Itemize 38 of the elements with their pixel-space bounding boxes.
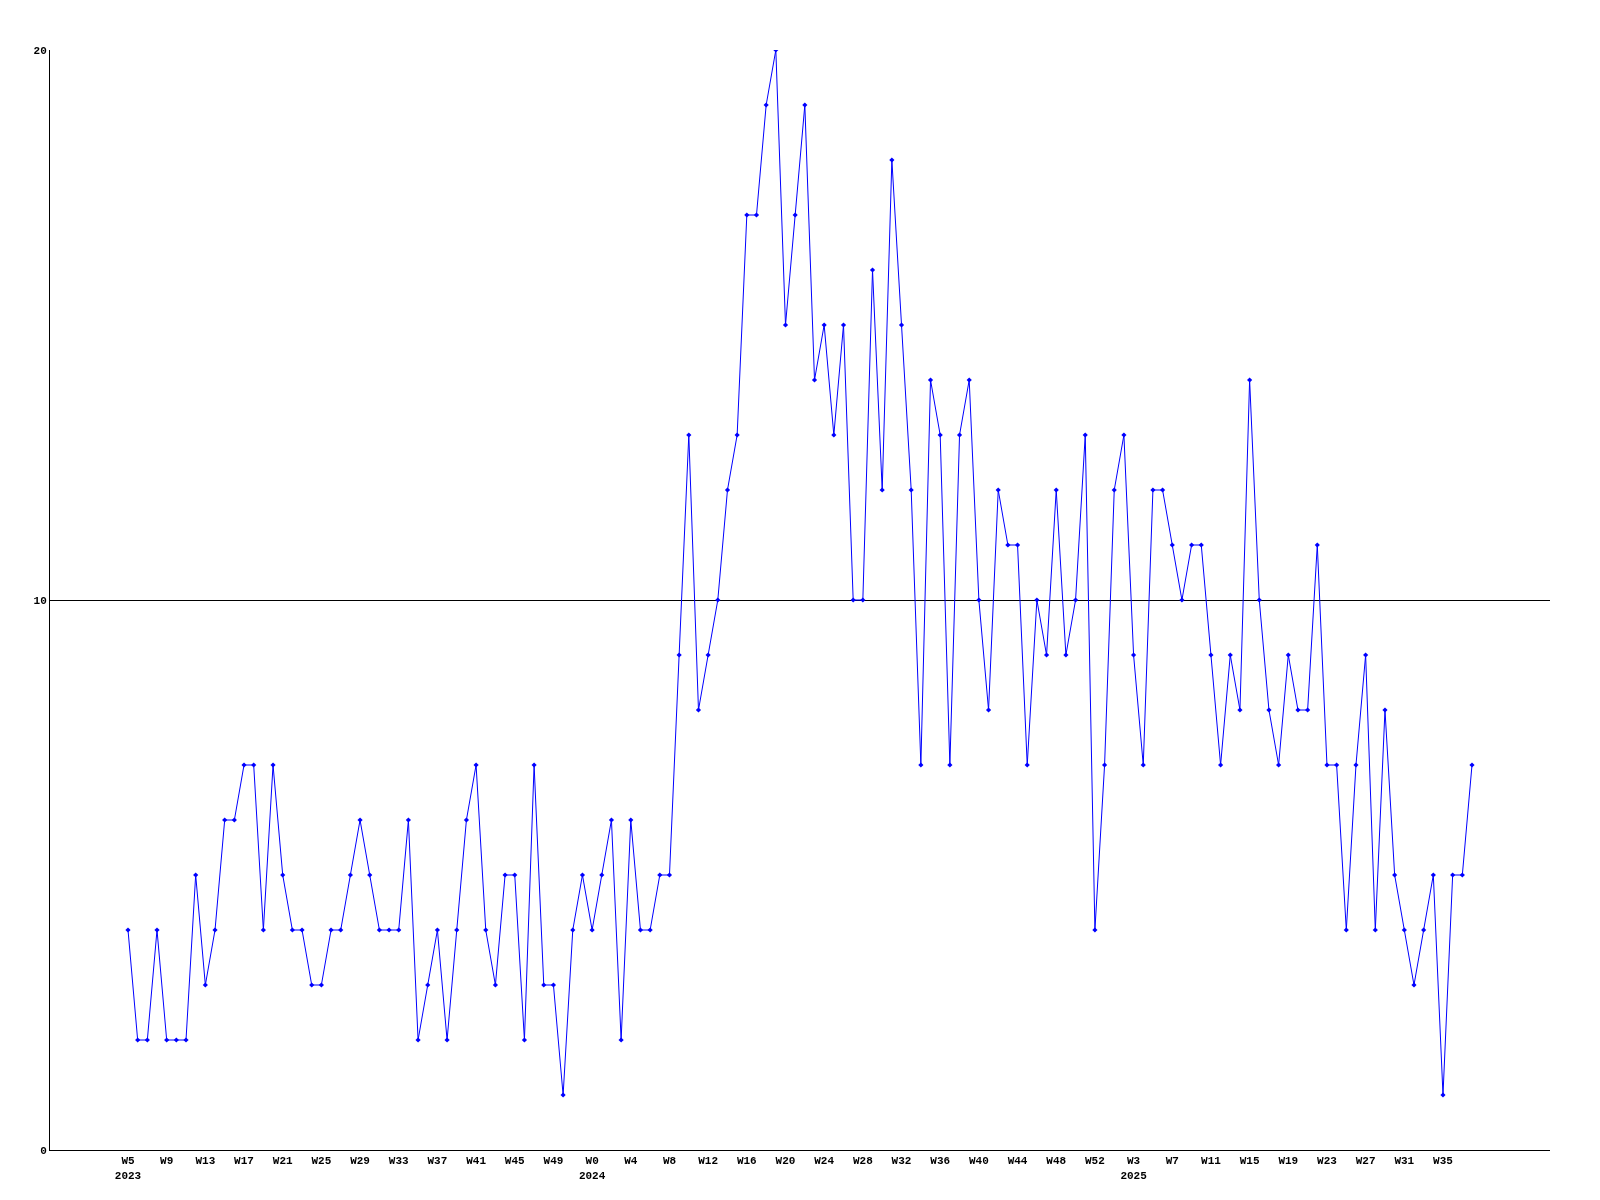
x-tick-label: W41 xyxy=(466,1155,487,1168)
x-tick-label: W9 xyxy=(160,1155,174,1168)
x-tick-label: W7 xyxy=(1165,1155,1179,1168)
x-tick-label: W44 xyxy=(1007,1155,1028,1168)
x-tick-label: W0 2024 xyxy=(578,1155,606,1182)
y-tick-label: 10 xyxy=(33,594,47,607)
x-tick-label: W4 xyxy=(624,1155,638,1168)
x-tick-label: W25 xyxy=(311,1155,332,1168)
x-tick-label: W36 xyxy=(930,1155,951,1168)
x-tick-label: W17 xyxy=(234,1155,254,1168)
x-tick-label: W20 xyxy=(775,1155,796,1168)
x-tick-label: W15 xyxy=(1239,1155,1260,1168)
x-tick-label: W49 xyxy=(543,1155,564,1168)
x-tick-label: W32 xyxy=(891,1155,912,1168)
x-tick-label: W23 xyxy=(1317,1155,1338,1168)
x-tick-label: W27 xyxy=(1355,1155,1376,1168)
x-tick-label: W12 xyxy=(698,1155,719,1168)
x-tick-label: W37 xyxy=(427,1155,448,1168)
x-tick-label: W3 2025 xyxy=(1120,1155,1148,1182)
x-tick-label: W5 2023 xyxy=(114,1155,142,1182)
y-tick-label: 0 xyxy=(40,1144,47,1157)
x-tick-label: W40 xyxy=(968,1155,989,1168)
x-tick-label: W24 xyxy=(814,1155,835,1168)
x-tick-label: W35 xyxy=(1433,1155,1454,1168)
x-tick-label: W21 xyxy=(272,1155,294,1168)
x-tick-label: W48 xyxy=(1046,1155,1067,1168)
y-tick-label: 20 xyxy=(33,44,47,57)
x-tick-label: W28 xyxy=(852,1155,874,1168)
x-tick-label: W31 xyxy=(1394,1155,1415,1168)
x-tick-label: W11 xyxy=(1201,1155,1222,1168)
x-tick-label: W19 xyxy=(1278,1155,1299,1168)
x-tick-label: W33 xyxy=(388,1155,410,1168)
x-tick-label: W45 xyxy=(504,1155,526,1168)
x-tick-label: W29 xyxy=(350,1155,370,1168)
x-tick-label: W16 xyxy=(736,1155,757,1168)
x-tick-label: W8 xyxy=(662,1155,677,1168)
x-tick-label: W13 xyxy=(195,1155,216,1168)
x-tick-label: W52 xyxy=(1085,1155,1105,1168)
